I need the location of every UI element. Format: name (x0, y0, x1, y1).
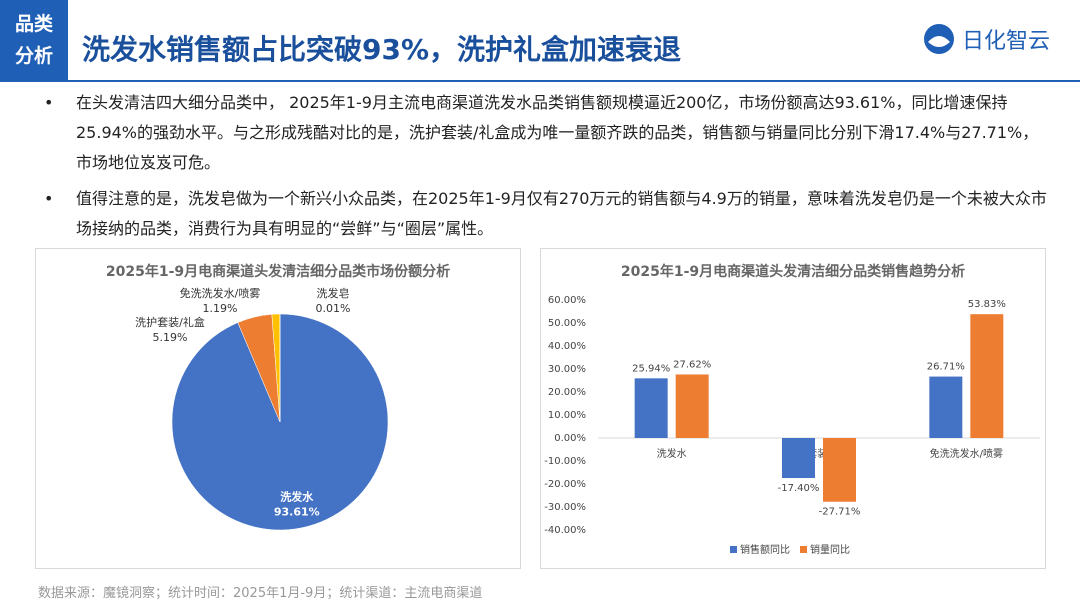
bar (929, 376, 963, 438)
value-label: 26.71% (927, 362, 965, 373)
value-label: -17.40% (778, 483, 820, 494)
slice-label: 洗发水 (280, 490, 314, 504)
logo: 日化智云 (922, 22, 1050, 56)
x-tick-label: 免洗洗发水/喷雾 (930, 447, 1003, 460)
legend-label: 销量同比 (810, 543, 850, 556)
footer-note: 数据来源：魔镜洞察；统计时间：2025年1月-9月；统计渠道：主流电商渠道 (38, 586, 483, 601)
bullet-list: • 在头发清洁四大细分品类中， 2025年1-9月主流电商渠道洗发水品类销售额规模… (38, 88, 1048, 250)
section-tag: 品类 分析 (0, 0, 68, 80)
tag-text: 分析 (14, 45, 53, 67)
legend-swatch (730, 546, 737, 553)
bullet-text: 值得注意的是，洗发皂做为一个新兴小众品类，在2025年1-9月仅有270万元的销… (76, 189, 1047, 238)
slice-value: 1.19% (203, 302, 238, 315)
slice-value: 93.61% (274, 506, 320, 519)
slice-label: 洗发皂 (317, 286, 350, 300)
x-tick-label: 洗发水 (657, 447, 687, 460)
chart-title: 2025年1-9月电商渠道头发清洁细分品类销售趋势分析 (621, 263, 965, 280)
legend-label: 销售额同比 (740, 543, 790, 556)
chart-frame (540, 248, 1046, 569)
value-label: -27.71% (819, 507, 861, 518)
slice-value: 0.01% (316, 302, 351, 315)
y-tick-label: 40.00% (548, 341, 586, 352)
chart-title: 2025年1-9月电商渠道头发清洁细分品类市场份额分析 (106, 263, 450, 280)
bar (634, 378, 668, 438)
y-tick-label: 20.00% (548, 387, 586, 398)
y-tick-label: -30.00% (544, 502, 586, 513)
logo-icon (923, 24, 954, 54)
bar (675, 374, 709, 438)
y-tick-label: -40.00% (544, 525, 586, 536)
header-rule (0, 80, 1080, 82)
y-tick-label: 0.00% (554, 433, 586, 444)
logo-text: 日化智云 (961, 29, 1050, 54)
y-tick-label: -20.00% (544, 479, 586, 490)
y-tick-label: -10.00% (544, 456, 586, 467)
slice-label: 洗护套装/礼盒 (135, 315, 205, 329)
slice-label: 免洗洗发水/喷雾 (180, 286, 261, 300)
bullet-text: 在头发清洁四大细分品类中， 2025年1-9月主流电商渠道洗发水品类销售额规模逼… (76, 93, 1039, 172)
bullet: • 值得注意的是，洗发皂做为一个新兴小众品类，在2025年1-9月仅有270万元的… (38, 184, 1048, 244)
tag-text: 品类 (14, 13, 53, 35)
page-title: 洗发水销售额占比突破93%，洗护礼盒加速衰退 (82, 33, 682, 66)
bar-chart: 2025年1-9月电商渠道头发清洁细分品类销售趋势分析 60.00% 50.00% 4… (540, 248, 1046, 569)
legend-swatch (800, 546, 807, 553)
value-label: 53.83% (968, 299, 1006, 310)
bullet: • 在头发清洁四大细分品类中， 2025年1-9月主流电商渠道洗发水品类销售额规模… (38, 88, 1048, 178)
bar (970, 314, 1004, 438)
y-tick-label: 10.00% (548, 410, 586, 421)
value-label: 27.62% (673, 359, 711, 370)
bar (823, 438, 856, 502)
bar (782, 438, 815, 479)
y-tick-label: 60.00% (548, 295, 586, 306)
value-label: 25.94% (632, 363, 670, 374)
slice-value: 5.19% (153, 331, 188, 344)
y-tick-label: 30.00% (548, 364, 586, 375)
y-tick-label: 50.00% (548, 318, 586, 329)
